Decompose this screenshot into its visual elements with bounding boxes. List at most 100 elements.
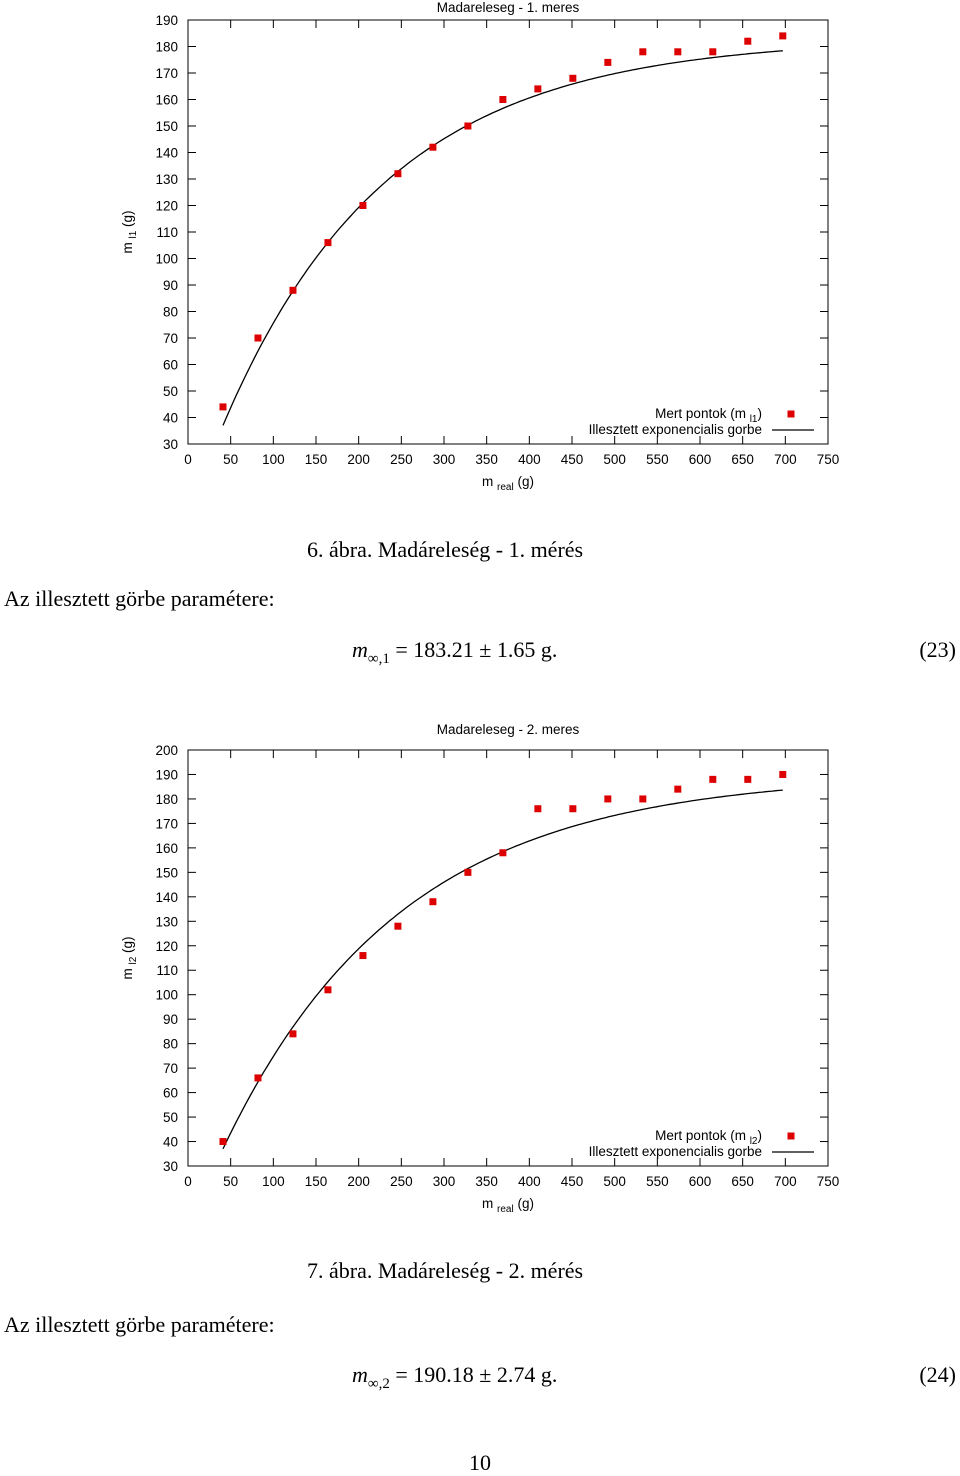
data-point: [219, 1138, 227, 1146]
y-tick-label: 70: [163, 331, 178, 346]
data-point: [394, 170, 402, 178]
legend-point-marker: [787, 1132, 795, 1140]
data-point: [709, 48, 717, 56]
page-number: 10: [469, 1450, 491, 1475]
data-point: [499, 849, 507, 857]
y-tick-label: 100: [155, 988, 178, 1003]
data-point: [429, 898, 437, 906]
x-tick-label: 200: [347, 452, 370, 467]
data-point: [359, 202, 367, 209]
x-tick-label: 200: [347, 1174, 370, 1189]
equation-23-number: (23): [919, 637, 956, 662]
x-tick-label: 600: [689, 452, 712, 467]
y-tick-label: 110: [156, 225, 178, 240]
x-tick-label: 300: [433, 1174, 456, 1189]
x-tick-label: 550: [646, 452, 669, 467]
x-tick-label: 550: [646, 1174, 669, 1189]
data-point: [219, 403, 227, 411]
figure-6-caption: 6. ábra. Madáreleség - 1. mérés: [307, 537, 584, 562]
y-tick-label: 170: [155, 816, 178, 831]
y-tick-label: 100: [155, 252, 178, 267]
chart-title: Madareleseg - 1. meres: [437, 0, 580, 15]
x-tick-label: 650: [731, 452, 754, 467]
data-point: [779, 32, 787, 40]
data-point: [744, 37, 752, 45]
y-tick-label: 90: [163, 278, 178, 293]
legend-fit-label: Illesztett exponencialis gorbe: [589, 422, 762, 437]
data-point: [639, 795, 647, 803]
y-tick-label: 160: [155, 841, 178, 856]
x-tick-label: 250: [390, 452, 413, 467]
data-point: [569, 74, 577, 82]
y-tick-label: 170: [155, 66, 178, 81]
data-point: [429, 143, 437, 151]
chart-1: Madareleseg - 1. meres 30 40 50 60 70 80 90 100 1…: [120, 0, 840, 493]
y-tick-label: 190: [155, 767, 178, 782]
data-point: [324, 239, 332, 247]
chart-2: Madareleseg - 2. meres 30 40 50 60 70 80 90 100 1…: [120, 722, 839, 1215]
y-axis-label: m l2 (g): [120, 936, 139, 979]
x-tick-label: 150: [305, 452, 328, 467]
legend-fit-label: Illesztett exponencialis gorbe: [589, 1144, 762, 1159]
y-tick-label: 150: [155, 865, 178, 880]
x-tick-label: 500: [603, 452, 626, 467]
y-tick-label: 40: [163, 411, 178, 426]
data-point: [709, 775, 717, 783]
data-point: [744, 775, 752, 783]
fit-curve: [222, 50, 783, 426]
equation-23-value: = 183.21 ± 1.65 g.: [395, 637, 558, 662]
paragraph-fit-parameter-2: Az illesztett görbe paramétere:: [4, 1312, 275, 1337]
y-tick-label: 160: [155, 93, 178, 108]
x-tick-label: 450: [561, 452, 584, 467]
y-tick-label: 130: [155, 914, 178, 929]
x-tick-label: 700: [774, 1174, 797, 1189]
y-tick-label: 60: [163, 358, 178, 373]
y-tick-label: 130: [155, 172, 178, 187]
x-tick-label: 150: [305, 1174, 328, 1189]
data-point: [289, 1030, 297, 1038]
fit-curve: [222, 789, 783, 1150]
x-tick-label: 700: [774, 452, 797, 467]
y-tick-label: 140: [155, 146, 178, 161]
y-tick-label: 180: [155, 792, 178, 807]
equation-23-subscript: ∞,1: [367, 651, 390, 667]
y-tick-label: 30: [163, 437, 178, 452]
y-tick-label: 40: [163, 1135, 178, 1150]
data-point: [779, 770, 787, 778]
data-point: [324, 986, 332, 994]
data-point: [534, 805, 542, 813]
y-tick-label: 90: [163, 1012, 178, 1027]
x-tick-label: 600: [689, 1174, 712, 1189]
x-tick-label: 400: [518, 452, 541, 467]
data-point: [569, 805, 577, 813]
y-axis-label: m l1 (g): [120, 210, 139, 253]
data-point: [464, 122, 472, 130]
y-tick-label: 190: [155, 13, 178, 28]
legend-points-label: Mert pontok (m l2): [655, 1128, 762, 1147]
y-tick-label: 30: [163, 1159, 178, 1174]
data-point: [254, 334, 262, 342]
figure-7-caption: 7. ábra. Madáreleség - 2. mérés: [307, 1258, 584, 1283]
equation-24: m∞,2 = 190.18 ± 2.74 g.: [352, 1362, 557, 1392]
x-tick-label: 350: [475, 452, 498, 467]
y-tick-label: 50: [163, 1110, 178, 1125]
equation-23: m∞,1 = 183.21 ± 1.65 g.: [352, 637, 558, 667]
equation-24-subscript: ∞,2: [367, 1376, 390, 1392]
y-tick-label: 80: [163, 305, 178, 320]
data-point: [534, 85, 542, 93]
y-tick-label: 120: [155, 199, 178, 214]
x-tick-label: 50: [223, 1174, 238, 1189]
x-tick-label: 100: [262, 452, 285, 467]
x-tick-label: 450: [561, 1174, 584, 1189]
chart-2-container: Madareleseg - 2. meres 30 40 50 60 70 80 90 100 1…: [0, 718, 960, 1238]
x-tick-label: 0: [184, 1174, 192, 1189]
plot-frame: [187, 749, 829, 1167]
y-tick-label: 110: [156, 963, 178, 978]
y-tick-label: 80: [163, 1037, 178, 1052]
data-point: [604, 58, 612, 66]
x-tick-label: 750: [817, 452, 840, 467]
x-tick-label: 400: [518, 1174, 541, 1189]
data-point: [254, 1074, 262, 1082]
y-tick-label: 150: [155, 119, 178, 134]
x-tick-label: 650: [731, 1174, 754, 1189]
